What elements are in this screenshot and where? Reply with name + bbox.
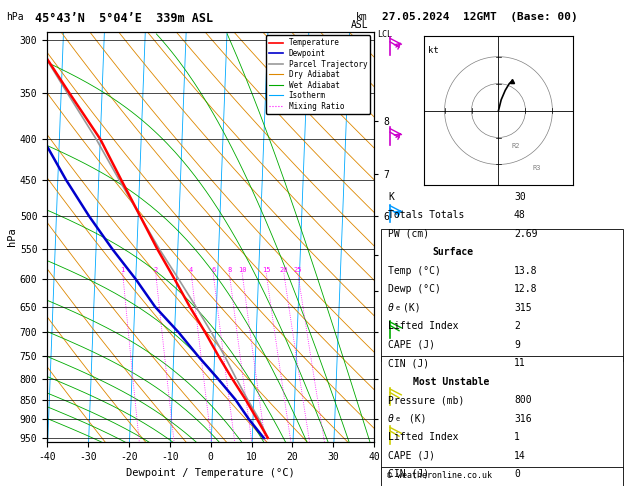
Text: θ: θ [388,414,394,424]
Text: ASL: ASL [350,20,368,31]
Text: 12.8: 12.8 [514,284,537,295]
Text: kt: kt [428,46,439,55]
Text: K: K [388,192,394,202]
Text: 315: 315 [514,303,532,313]
Text: R2: R2 [512,143,520,149]
Text: 2: 2 [153,267,158,274]
Text: e: e [396,416,400,421]
Text: (K): (K) [403,303,420,313]
Text: LCL: LCL [377,30,392,39]
Text: 9: 9 [514,340,520,350]
Text: Surface: Surface [432,247,473,258]
Text: R3: R3 [532,165,541,171]
Text: 15: 15 [262,267,270,274]
Text: 10: 10 [238,267,247,274]
Text: e: e [396,305,400,311]
Legend: Temperature, Dewpoint, Parcel Trajectory, Dry Adiabat, Wet Adiabat, Isotherm, Mi: Temperature, Dewpoint, Parcel Trajectory… [266,35,370,114]
Text: 20: 20 [280,267,288,274]
Text: 8: 8 [227,267,231,274]
Text: 1: 1 [121,267,125,274]
Text: 4: 4 [189,267,193,274]
Text: hPa: hPa [6,12,24,22]
Text: 316: 316 [514,414,532,424]
Text: 14: 14 [514,451,526,461]
Text: θ: θ [388,303,394,313]
Text: km: km [356,12,368,22]
Text: 30: 30 [514,192,526,202]
Text: CIN (J): CIN (J) [388,469,429,479]
Text: 27.05.2024  12GMT  (Base: 00): 27.05.2024 12GMT (Base: 00) [382,12,577,22]
Text: Totals Totals: Totals Totals [388,210,464,221]
Text: 11: 11 [514,358,526,368]
Text: PW (cm): PW (cm) [388,229,429,239]
Text: 13.8: 13.8 [514,266,537,276]
Text: (K): (K) [403,414,426,424]
Text: 2: 2 [514,321,520,331]
Text: 45°43’N  5°04’E  339m ASL: 45°43’N 5°04’E 339m ASL [35,12,213,25]
Text: Lifted Index: Lifted Index [388,321,459,331]
Text: © weatheronline.co.uk: © weatheronline.co.uk [387,471,492,480]
Text: Lifted Index: Lifted Index [388,432,459,442]
Text: Temp (°C): Temp (°C) [388,266,441,276]
X-axis label: Dewpoint / Temperature (°C): Dewpoint / Temperature (°C) [126,468,295,478]
Text: 48: 48 [514,210,526,221]
Text: 25: 25 [294,267,302,274]
Y-axis label: hPa: hPa [7,227,17,246]
Text: 1: 1 [514,432,520,442]
Text: CIN (J): CIN (J) [388,358,429,368]
Text: 2.69: 2.69 [514,229,537,239]
Text: CAPE (J): CAPE (J) [388,451,435,461]
Text: 800: 800 [514,395,532,405]
Text: 0: 0 [514,469,520,479]
Text: Dewp (°C): Dewp (°C) [388,284,441,295]
Text: Pressure (mb): Pressure (mb) [388,395,464,405]
Text: Most Unstable: Most Unstable [413,377,489,387]
Text: CAPE (J): CAPE (J) [388,340,435,350]
Text: 6: 6 [211,267,215,274]
